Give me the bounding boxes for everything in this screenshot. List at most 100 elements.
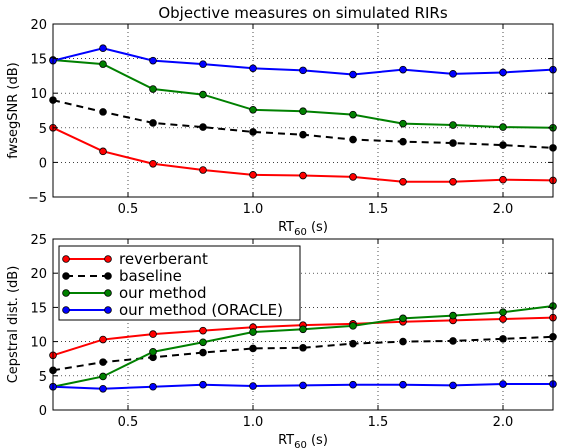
x-axis-label: RT60 (s) (278, 220, 328, 238)
legend-marker (104, 289, 112, 297)
data-point-s2-9 (499, 308, 507, 316)
data-point-s0-5 (299, 171, 307, 180)
data-point-s2-4 (249, 328, 257, 336)
legend-marker (62, 289, 70, 297)
data-point-s3-1 (99, 44, 107, 53)
data-point-s0-3 (199, 326, 207, 335)
y-tick-label: 0 (39, 404, 47, 419)
data-point-s3-3 (199, 380, 207, 389)
x-tick-label: 0.5 (118, 415, 139, 430)
data-point-s2-3 (199, 338, 207, 347)
data-point-s3-7 (399, 380, 407, 389)
data-point-s0-9 (499, 315, 507, 323)
y-tick-label: 10 (30, 87, 47, 102)
data-point-s1-7 (399, 337, 407, 346)
plot-frame (52, 238, 554, 411)
y-axis-label: fwsegSNR (dB) (6, 62, 21, 158)
legend-marker (104, 272, 112, 280)
x-tick-label: 2.0 (493, 202, 514, 217)
data-point-s3-1 (99, 384, 107, 393)
x-axis-label-subscript: 60 (294, 440, 307, 448)
x-tick-label: 1.0 (243, 415, 264, 430)
y-tick-label: 5 (39, 122, 47, 137)
data-point-s0-1 (99, 147, 107, 156)
y-tick-label: 0 (39, 156, 47, 171)
data-point-s0-4 (249, 171, 257, 179)
data-point-s3-4 (249, 64, 257, 73)
data-point-s3-8 (449, 381, 457, 390)
data-point-s1-9 (499, 335, 507, 343)
x-tick-label: 2.0 (493, 415, 514, 430)
legend-marker (62, 306, 70, 314)
data-point-s3-3 (199, 60, 207, 68)
y-tick-label: 20 (30, 18, 47, 33)
data-point-s3-2 (149, 382, 157, 391)
data-point-s2-8 (449, 121, 457, 129)
legend-marker (104, 306, 112, 314)
data-point-s1-6 (349, 339, 357, 348)
data-point-s2-1 (99, 372, 107, 381)
legend-marker (62, 255, 70, 263)
chart-panel-1: 0.5 1.0 1.5 2.0 −5 0 5 10 15 20 Objective measures… (6, 4, 557, 238)
data-point-s3-4 (249, 382, 257, 390)
data-point-s2-3 (199, 90, 207, 99)
data-point-s2-7 (399, 314, 407, 323)
data-point-s1-7 (399, 137, 407, 146)
y-tick-label: 10 (30, 336, 47, 351)
data-point-s2-5 (299, 107, 307, 115)
data-point-s1-5 (299, 343, 307, 352)
data-point-s0-2 (149, 330, 157, 338)
y-tick-label: 25 (30, 233, 47, 248)
x-tick-label: 1.5 (368, 415, 389, 430)
data-point-s0-9 (499, 175, 507, 184)
data-point-s0-2 (149, 159, 157, 168)
data-point-s0-1 (99, 335, 107, 344)
data-point-s2-7 (399, 119, 407, 128)
series-line-1 (52, 335, 554, 372)
data-point-s2-5 (299, 325, 307, 334)
data-point-s3-7 (399, 65, 407, 74)
x-axis-label-unit: (s) (307, 433, 328, 448)
data-point-s1-1 (99, 358, 107, 366)
legend-marker (104, 255, 112, 263)
legend-marker (62, 272, 70, 280)
x-axis-label-unit: (s) (307, 220, 328, 235)
data-point-s3-5 (299, 66, 307, 75)
data-point-s1-5 (299, 130, 307, 139)
data-point-s1-8 (449, 139, 457, 147)
y-tick-label: 5 (39, 370, 47, 385)
x-tick-label: 1.5 (368, 202, 389, 217)
data-point-s3-6 (349, 380, 357, 389)
data-point-s3-5 (299, 381, 307, 390)
x-axis-label-main: RT (278, 433, 294, 448)
data-point-s1-3 (199, 348, 207, 357)
data-point-s3-9 (499, 68, 507, 77)
y-tick-label: 20 (30, 267, 47, 282)
chart-panel-2: 0.5 1.0 1.5 2.0 0 5 10 15 20 25 RT60 (s) Cepstral d… (6, 233, 557, 448)
data-point-s0-6 (349, 173, 357, 181)
data-point-s1-2 (149, 119, 157, 127)
plot-frame (52, 23, 554, 198)
y-axis-label: Cepstral dist. (dB) (6, 266, 21, 384)
y-tick-label: 15 (30, 53, 47, 68)
data-point-s2-1 (99, 60, 107, 68)
data-point-s2-2 (149, 85, 157, 93)
x-axis-label-main: RT (278, 220, 294, 235)
data-point-s2-9 (499, 123, 507, 131)
data-point-s1-6 (349, 135, 357, 144)
chart-title: Objective measures on simulated RIRs (158, 4, 447, 22)
legend-label: our method (ORACLE) (119, 301, 283, 319)
x-axis-label: RT60 (s) (278, 433, 328, 448)
data-point-s0-8 (449, 177, 457, 186)
legend-label: reverberant (119, 250, 208, 268)
data-point-s1-4 (249, 128, 257, 136)
x-tick-label: 1.0 (243, 202, 264, 217)
x-tick-label: 0.5 (118, 202, 139, 217)
data-point-s3-8 (449, 70, 457, 78)
data-point-s3-9 (499, 380, 507, 388)
data-point-s0-3 (199, 166, 207, 174)
data-point-s2-4 (249, 106, 257, 114)
data-point-s2-6 (349, 322, 357, 330)
data-point-s1-3 (199, 123, 207, 131)
